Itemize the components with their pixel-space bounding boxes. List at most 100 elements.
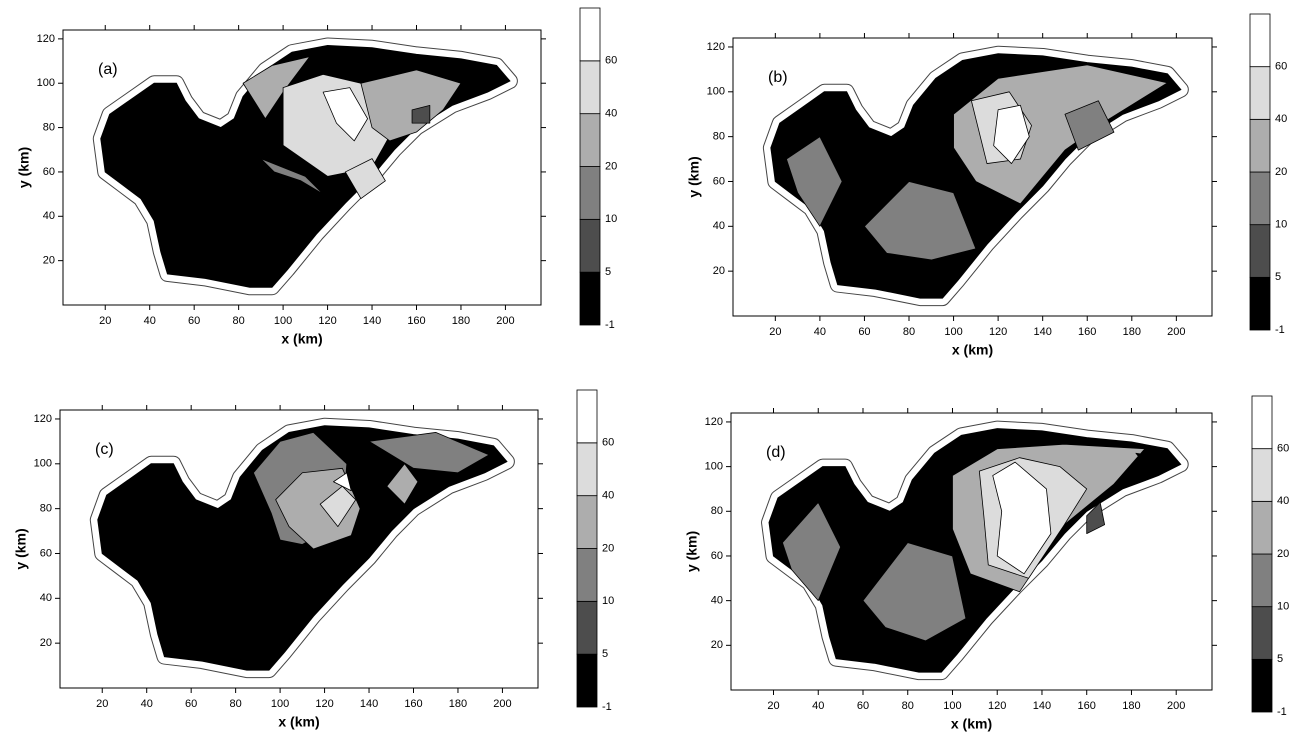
contour-region [782,501,842,602]
colorbar-label: 60 [602,437,614,449]
x-axis-label: x (km) [281,331,322,347]
colorbar-band [579,218,601,273]
colorbar-band [576,442,598,497]
colorbar-label: -1 [1277,706,1287,718]
colorbar-label: 5 [605,266,611,278]
colorbar-band [1251,553,1273,608]
contour-region [1086,501,1106,535]
x-tick-label: 160 [407,315,425,327]
contour-region [368,432,490,474]
y-tick-label: 60 [711,550,723,562]
colorbar-band [1249,66,1271,120]
y-axis-label: y (km) [13,528,29,569]
x-tick-label: 100 [274,315,292,327]
y-tick-label: 100 [37,77,55,89]
x-tick-label: 100 [944,326,962,338]
y-tick-label: 20 [713,265,725,277]
colorbar-label: 10 [1277,601,1289,613]
x-tick-label: 140 [363,315,381,327]
colorbar-label: 20 [602,542,614,554]
y-tick-label: 60 [43,166,55,178]
y-tick-label: 80 [43,121,55,133]
y-tick-label: 40 [40,592,52,604]
x-tick-label: 120 [315,698,333,710]
contour-region [386,463,419,505]
contour-region [993,104,1030,164]
y-axis-label: y (km) [686,156,702,197]
x-tick-label: 140 [1033,326,1051,338]
contour-region [1135,452,1168,476]
panel-label: (b) [768,69,788,86]
colorbar-band [576,600,598,655]
colorbar-band [1251,658,1273,713]
colorbar-band [1249,224,1271,278]
colorbar-label: -1 [602,701,612,713]
colorbar-label: 5 [1277,653,1283,665]
y-tick-label: 40 [711,595,723,607]
colorbar-band [1251,606,1273,660]
colorbar-label: 60 [1275,61,1287,73]
contour-region [992,461,1052,575]
x-tick-label: 80 [233,315,245,327]
x-tick-label: 100 [271,698,289,710]
x-tick-label: 200 [1167,326,1185,338]
x-tick-label: 120 [989,326,1007,338]
x-tick-label: 20 [769,326,781,338]
colorbar-band [579,271,601,326]
x-tick-label: 60 [188,315,200,327]
colorbar-band [1249,171,1271,226]
x-tick-label: 40 [141,698,153,710]
y-tick-label: 40 [713,220,725,232]
x-tick-label: 180 [449,698,467,710]
y-axis-label: y (km) [684,531,700,572]
colorbar-band [576,389,598,444]
x-tick-label: 60 [857,700,869,712]
colorbar-label: 20 [605,160,617,172]
contour-region [322,87,368,142]
y-tick-label: 120 [34,413,52,425]
colorbar-label: 60 [1277,443,1289,455]
colorbar-band [576,495,598,549]
x-tick-label: 180 [1122,700,1140,712]
x-tick-label: 40 [144,315,156,327]
colorbar-band [576,548,598,602]
colorbar-label: -1 [1275,324,1285,336]
x-tick-label: 160 [1078,326,1096,338]
x-tick-label: 40 [814,326,826,338]
colorbar-label: 40 [605,108,617,120]
colorbar-label: 10 [602,595,614,607]
x-axis-label: x (km) [278,714,319,730]
x-tick-label: 20 [99,315,111,327]
x-tick-label: 140 [360,698,378,710]
colorbar-band [579,7,601,62]
x-tick-label: 200 [493,698,511,710]
colorbar-label: 20 [1277,548,1289,560]
colorbar-label: 60 [605,55,617,67]
x-tick-label: 180 [452,315,470,327]
colorbar-label: -1 [605,319,615,331]
panel-label: (d) [766,444,786,461]
colorbar-label: 5 [1275,271,1281,283]
x-tick-label: 200 [496,315,514,327]
contour-region [242,56,311,120]
colorbar-band [1251,448,1273,502]
colorbar-band [1251,500,1273,555]
y-tick-label: 20 [711,639,723,651]
y-tick-label: 120 [37,33,55,45]
panel-label: (c) [95,441,114,458]
x-tick-label: 120 [988,700,1006,712]
colorbar-label: 20 [1275,166,1287,178]
y-tick-label: 60 [40,547,52,559]
colorbar-band [1249,118,1271,173]
x-tick-label: 100 [943,700,961,712]
colorbar-band [1251,395,1273,450]
colorbar-band [579,113,601,167]
y-tick-label: 100 [707,86,725,98]
colorbar-label: 40 [1277,495,1289,507]
y-tick-label: 40 [43,210,55,222]
x-tick-label: 160 [1078,700,1096,712]
x-tick-label: 180 [1123,326,1141,338]
y-tick-label: 80 [713,131,725,143]
x-tick-label: 120 [318,315,336,327]
contour-region [786,136,843,227]
